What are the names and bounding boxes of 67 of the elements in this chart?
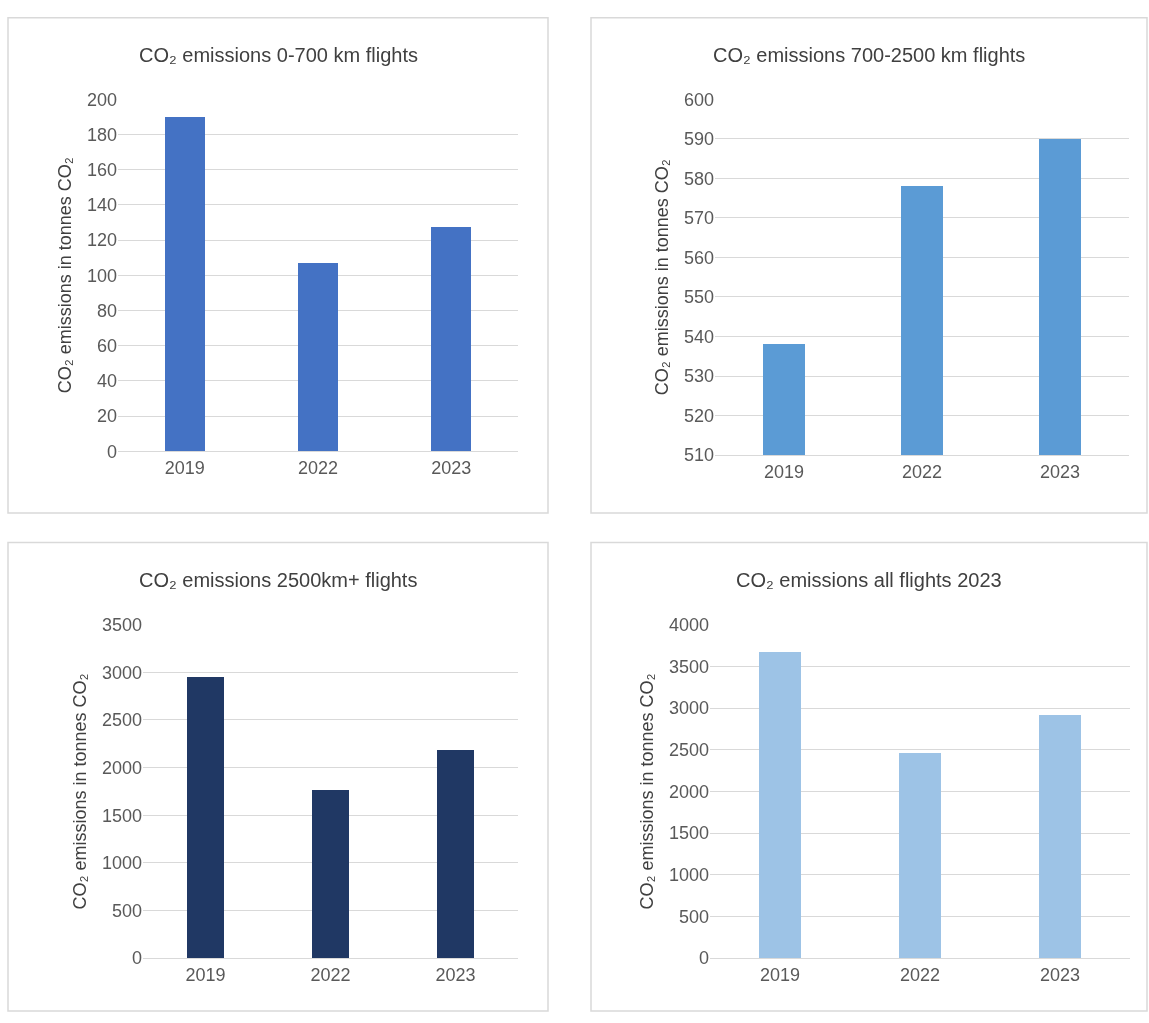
y-tick-label: 560 (683, 247, 714, 268)
y-tick-label: 0 (106, 441, 117, 462)
y-tick-label: 540 (683, 326, 714, 347)
bar (187, 676, 224, 958)
y-tick-label: 520 (683, 405, 714, 426)
y-tick-label: 4000 (668, 615, 709, 636)
y-tick-label: 60 (96, 335, 117, 356)
x-tick-label: 2022 (297, 457, 339, 478)
chart-title: CO₂ emissions 700-2500 km flights (713, 44, 1026, 66)
bar (1039, 714, 1081, 958)
y-axis-title: CO₂ emissions in tonnes CO₂ (637, 673, 658, 910)
chart-title: CO₂ emissions 0-700 km flights (139, 44, 418, 66)
y-tick-label: 600 (683, 89, 714, 110)
y-tick-label: 100 (86, 265, 117, 286)
bar (165, 117, 205, 452)
y-tick-label: 180 (86, 124, 117, 145)
x-tick-label: 2023 (431, 457, 472, 478)
y-tick-label: 0 (698, 948, 709, 969)
y-tick-label: 580 (683, 168, 714, 189)
x-tick-label: 2019 (164, 457, 205, 478)
x-tick-label: 2023 (435, 964, 476, 985)
y-tick-label: 550 (683, 287, 714, 308)
y-tick-label: 3500 (101, 615, 142, 636)
y-tick-label: 0 (131, 948, 142, 969)
y-tick-label: 200 (86, 89, 117, 110)
y-tick-label: 1500 (101, 805, 142, 826)
x-tick-label: 2023 (1039, 461, 1081, 482)
y-tick-label: 140 (86, 195, 117, 216)
y-tick-label: 3000 (668, 698, 709, 719)
x-tick-label: 2019 (759, 964, 801, 985)
y-tick-label: 2000 (668, 781, 709, 802)
y-tick-label: 510 (683, 445, 714, 466)
y-tick-label: 20 (96, 406, 117, 427)
bar (899, 752, 941, 958)
y-tick-label: 530 (683, 366, 714, 387)
bar (759, 651, 801, 958)
x-tick-label: 2022 (901, 461, 943, 482)
y-tick-label: 80 (96, 300, 117, 321)
bar (431, 227, 471, 452)
y-tick-label: 590 (683, 129, 714, 150)
y-tick-label: 2000 (101, 757, 142, 778)
x-tick-label: 2019 (763, 461, 805, 482)
y-tick-label: 2500 (101, 710, 142, 731)
chart-title: CO₂ emissions all flights 2023 (736, 569, 1002, 591)
y-tick-label: 3000 (101, 662, 142, 683)
y-axis-title: CO₂ emissions in tonnes CO₂ (652, 159, 673, 396)
y-axis-title: CO₂ emissions in tonnes CO₂ (55, 157, 76, 394)
y-axis-title: CO₂ emissions in tonnes CO₂ (70, 673, 91, 910)
x-tick-label: 2022 (310, 964, 351, 985)
chart-title: CO₂ emissions 2500km+ flights (139, 569, 418, 591)
x-tick-label: 2022 (899, 964, 941, 985)
y-tick-label: 3500 (668, 656, 709, 677)
y-tick-label: 120 (86, 230, 117, 251)
y-tick-label: 40 (96, 371, 117, 392)
bar (298, 263, 338, 452)
y-tick-label: 160 (86, 159, 117, 180)
y-tick-label: 2500 (668, 740, 709, 761)
x-tick-label: 2023 (1039, 964, 1081, 985)
bar (437, 749, 474, 958)
y-tick-label: 1000 (668, 865, 709, 886)
y-tick-label: 500 (111, 900, 142, 921)
x-tick-label: 2019 (185, 964, 226, 985)
y-tick-label: 500 (678, 906, 709, 927)
y-tick-label: 570 (683, 208, 714, 229)
y-tick-label: 1500 (668, 823, 709, 844)
bar (312, 789, 349, 958)
y-tick-label: 1000 (101, 853, 142, 874)
